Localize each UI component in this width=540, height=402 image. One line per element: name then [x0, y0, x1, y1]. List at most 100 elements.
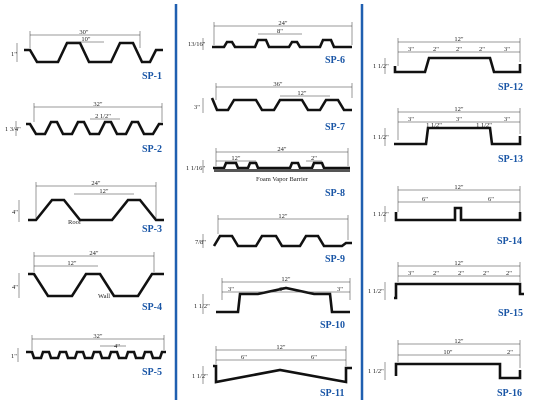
sp12-dim-b: 2" [433, 46, 439, 53]
sp11-dim-left: 6" [241, 354, 247, 361]
sp14-dim-right: 6" [488, 196, 494, 203]
sp1-profile [24, 41, 163, 64]
sp12-profile [393, 56, 522, 74]
sp14-label: SP-14 [497, 236, 522, 247]
sp1-dim-height: 1" [11, 51, 17, 58]
sp15-dim-c: 2" [458, 270, 464, 277]
panel-sp8: 24" 12" 2" 1 1/16" Foam Vapor Barrier SP… [186, 146, 350, 199]
sp16-dim-main: 10" [443, 349, 453, 356]
sp15-dim-b: 2" [433, 270, 439, 277]
sp2-profile [26, 120, 163, 136]
sp11-dim-right: 6" [311, 354, 317, 361]
sp8-dim-width: 24" [277, 146, 287, 153]
sp9-dim-height: 7/8" [195, 239, 206, 246]
sp10-dim-width: 12" [281, 276, 291, 283]
sp3-profile [28, 198, 164, 222]
sp7-label: SP-7 [325, 122, 345, 133]
panel-sp2: 32" 2 1/2" 1 3/4" SP-2 [5, 101, 163, 155]
sp1-dim-width: 30" [79, 29, 89, 36]
sp3-note: Roof [68, 219, 82, 226]
sp15-dim-e: 2" [506, 270, 512, 277]
sp14-dim-width: 12" [454, 184, 464, 191]
sp10-dim-height: 1 1/2" [194, 303, 210, 310]
panel-sp5: 32" 4" 1" SP-5 [11, 333, 166, 378]
sp16-profile [394, 362, 522, 380]
sp6-profile [212, 38, 352, 49]
sp13-dim-e: 3" [504, 116, 510, 123]
sp13-profile [394, 126, 522, 146]
sp6-dim-pitch: 8" [277, 28, 283, 35]
sp8-label: SP-8 [325, 188, 345, 199]
sp9-label: SP-9 [325, 254, 345, 265]
sp4-profile [28, 272, 164, 298]
sp10-label: SP-10 [320, 320, 345, 331]
sp12-dim-d: 2" [479, 46, 485, 53]
sp5-label: SP-5 [142, 367, 162, 378]
sp8-foam-backer [214, 169, 350, 172]
sp1-label: SP-1 [142, 71, 162, 82]
sp15-profile [394, 282, 524, 300]
sp16-dim-width: 12" [454, 338, 464, 345]
sp9-dim-width: 12" [278, 213, 288, 220]
sp3-dim-height: 4" [12, 209, 18, 216]
sp15-dim-width: 12" [454, 260, 464, 267]
sp15-label: SP-15 [498, 308, 523, 319]
sp14-dim-height: 1 1/2" [373, 211, 389, 218]
panel-sp1: 30" 10" 1" SP-1 [11, 29, 163, 82]
sp11-label: SP-11 [320, 388, 344, 399]
panel-sp6: 24" 8" 13/16" SP-6 [188, 20, 353, 66]
sp13-dim-height: 1 1/2" [373, 134, 389, 141]
sp2-dim-pitch: 2 1/2" [95, 113, 111, 120]
sp2-dim-height: 1 3/4" [5, 126, 21, 133]
sp12-dim-e: 3" [504, 46, 510, 53]
sp11-dim-width: 12" [276, 344, 286, 351]
sp11-profile [213, 364, 352, 384]
sp12-label: SP-12 [498, 82, 523, 93]
sp14-dim-left: 6" [422, 196, 428, 203]
sp12-dim-height: 1 1/2" [373, 63, 389, 70]
sp7-dim-width: 36" [273, 81, 283, 88]
sp10-dim-left: 3" [228, 286, 234, 293]
sp13-dim-a: 3" [408, 116, 414, 123]
sp8-dim-pitch: 12" [231, 155, 241, 162]
sp12-dim-width: 12" [454, 36, 464, 43]
sp8-dim-rib: 2" [311, 155, 317, 162]
panel-sp9: 12" 7/8" SP-9 [195, 213, 352, 265]
sp13-dim-c: 3" [456, 116, 462, 123]
sp10-dim-right: 3" [337, 286, 343, 293]
sp10-dim-center: 6" [279, 286, 285, 293]
sp4-note: Wall [98, 293, 110, 300]
sp13-dim-width: 12" [454, 106, 464, 113]
sp4-dim-width: 24" [89, 250, 99, 257]
panel-sp12: 12" 3" 2" 2" 2" 3" 1 1/2" SP-12 [373, 36, 523, 93]
sp8-profile [213, 161, 350, 170]
sp8-dim-height: 1 1/16" [186, 165, 205, 172]
sp16-label: SP-16 [497, 388, 522, 399]
sp13-dim-d: 1 1/2" [476, 122, 492, 129]
panel-sp14: 12" 6" 6" 1 1/2" SP-14 [373, 184, 522, 247]
panel-sp11: 12" 6" 6" 1 1/2" SP-11 [192, 344, 352, 399]
sp13-label: SP-13 [498, 154, 523, 165]
sp3-dim-pitch: 12" [99, 188, 109, 195]
sp5-dim-width: 32" [93, 333, 103, 340]
panel-sp13: 12" 3" 1 1/2" 3" 1 1/2" 3" 1 1/2" SP-13 [373, 106, 523, 165]
sp6-dim-width: 24" [278, 20, 288, 27]
sp2-label: SP-2 [142, 144, 162, 155]
sp4-label: SP-4 [142, 302, 162, 313]
panel-sp16: 12" 10" 2" 1 1/2" SP-16 [368, 338, 522, 399]
panel-sp3: 24" 12" 4" Roof SP-3 [12, 180, 164, 235]
sp6-dim-height: 13/16" [188, 41, 206, 48]
sp15-dim-height: 1 1/2" [368, 288, 384, 295]
sp15-dim-d: 2" [483, 270, 489, 277]
sp4-dim-pitch: 12" [67, 260, 77, 267]
sp5-profile [26, 350, 166, 360]
sp2-dim-width: 32" [93, 101, 103, 108]
sp11-dim-height: 1 1/2" [192, 373, 208, 380]
sp6-label: SP-6 [325, 55, 345, 66]
sp1-dim-pitch: 10" [81, 36, 91, 43]
sp12-dim-c: 2" [456, 46, 462, 53]
sp10-profile [216, 286, 350, 314]
sp7-profile [210, 97, 352, 112]
sp8-note: Foam Vapor Barrier [256, 176, 309, 183]
